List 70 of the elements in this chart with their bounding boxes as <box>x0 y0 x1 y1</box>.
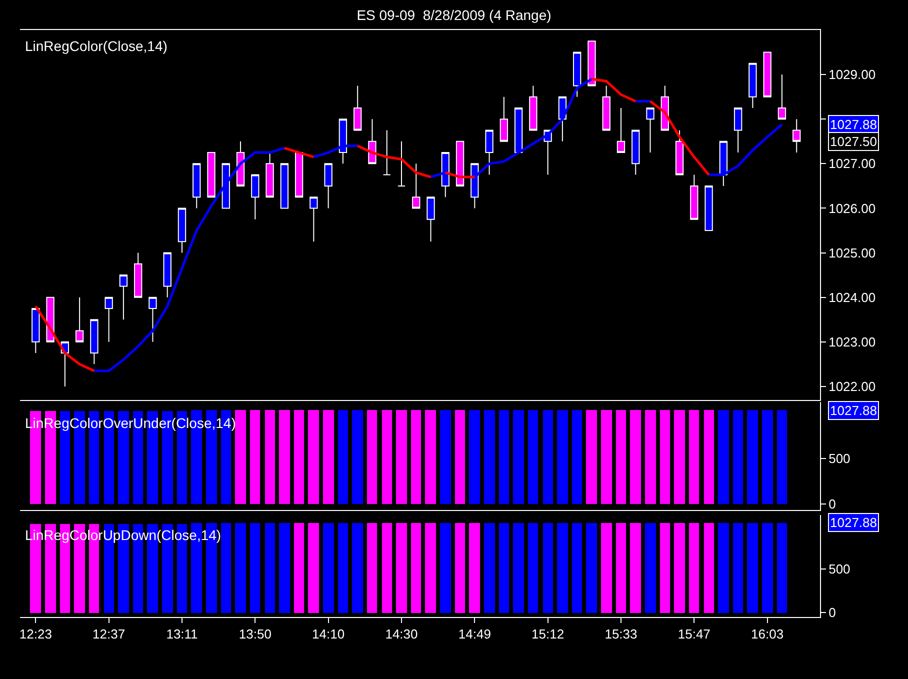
y-tick-label: 0 <box>828 605 836 620</box>
candlestick <box>544 130 552 176</box>
annotation: LinRegColorUpDown(Close,14) <box>25 527 222 543</box>
candlestick <box>354 85 362 131</box>
x-tick-label: 16:03 <box>751 626 784 642</box>
candlestick <box>485 130 494 176</box>
x-tick-label: 13:11 <box>166 626 198 642</box>
candlestick <box>500 96 508 142</box>
candlestick <box>382 130 391 176</box>
candlestick <box>397 140 406 186</box>
annotation: LinRegColor(Close,14) <box>25 38 168 54</box>
y-tick-label: 0 <box>828 496 836 512</box>
x-tick-label: 15:47 <box>678 626 710 642</box>
y-tick-label: 1026.00 <box>828 200 876 216</box>
candlestick <box>792 118 801 154</box>
candlestick <box>456 140 464 186</box>
y-tick-label: 1024.00 <box>828 290 876 305</box>
candlestick <box>32 308 40 354</box>
candlestick <box>426 196 435 242</box>
candlestick <box>266 152 274 198</box>
text: 1027.88 <box>830 117 877 132</box>
candlestick <box>294 152 304 198</box>
x-tick-label: 13:50 <box>238 626 272 642</box>
text: 1027.88 <box>830 403 877 418</box>
x-tick-label: 14:30 <box>385 626 418 642</box>
candlestick <box>778 74 786 120</box>
chart-title: ES 09-09 8/28/2009 (4 Range) <box>356 6 552 23</box>
x-tick-label: 15:12 <box>532 626 564 642</box>
x-tick-label: 12:23 <box>19 626 52 642</box>
candlestick <box>734 107 742 154</box>
candlestick <box>690 174 698 220</box>
candlestick <box>163 252 172 298</box>
candlestick <box>514 107 523 154</box>
y-tick-label: 1027.00 <box>828 156 876 172</box>
candlestick <box>134 252 142 298</box>
text: 1027.50 <box>830 134 877 149</box>
candlestick <box>207 152 216 198</box>
candlestick <box>90 319 98 365</box>
y-tick-label: 500 <box>828 562 850 577</box>
candlestick <box>280 163 289 209</box>
candlestick <box>646 107 654 154</box>
y-tick-label: 500 <box>828 450 850 466</box>
candlestick <box>104 296 113 342</box>
candlestick <box>119 274 128 320</box>
candlestick <box>412 163 420 209</box>
candlestick <box>704 185 713 231</box>
candlestick <box>588 40 596 86</box>
candlestick <box>310 196 318 242</box>
candlestick <box>324 163 332 209</box>
y-tick-label: 1022.00 <box>828 378 876 394</box>
candlestick <box>748 62 757 108</box>
x-tick-label: 12:37 <box>92 626 126 642</box>
candlestick <box>148 296 157 342</box>
y-tick-label: 1029.00 <box>828 67 876 82</box>
candlestick <box>529 85 538 131</box>
candlestick <box>192 163 201 209</box>
candlestick <box>616 107 626 154</box>
x-tick-label: 15:33 <box>604 626 638 642</box>
candlestick <box>763 52 772 98</box>
candlestick <box>602 85 610 131</box>
candlestick <box>675 130 684 176</box>
y-tick-label: 1023.00 <box>828 334 876 350</box>
candlestick <box>178 208 186 254</box>
text: 1027.88 <box>830 515 877 530</box>
y-tick-label: 1025.00 <box>828 245 876 260</box>
candlestick <box>75 296 84 342</box>
x-tick-label: 14:10 <box>312 626 345 642</box>
candlestick <box>251 174 260 220</box>
candlestick <box>632 130 640 176</box>
x-tick-label: 14:49 <box>458 626 491 642</box>
